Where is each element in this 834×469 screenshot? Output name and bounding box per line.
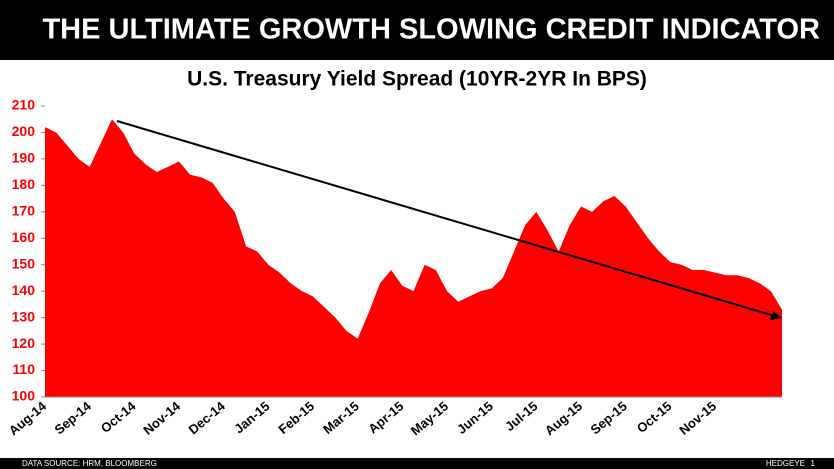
x-tick-label: May-15 (408, 398, 451, 438)
x-tick-label: Aug-14 (6, 398, 50, 438)
x-tick-label: Oct-14 (98, 398, 139, 436)
trend-arrow (116, 120, 779, 318)
x-tick-label: Apr-15 (365, 398, 406, 436)
x-tick-label: Oct-15 (634, 398, 675, 436)
arrow-head (770, 311, 782, 320)
x-tick-label: Jul-15 (502, 398, 540, 434)
plot: 100 110 120 130 140 150 160 170 180 190 200 210 Aug-… (6, 97, 782, 438)
footer-bar (0, 458, 834, 469)
y-tick-label: 160 (12, 229, 36, 245)
x-tick-label: Dec-14 (185, 398, 228, 437)
y-tick-label: 210 (12, 97, 36, 113)
x-tick-label: Mar-15 (320, 398, 362, 436)
chart-title: U.S. Treasury Yield Spread (10YR-2YR In … (187, 68, 647, 91)
y-tick-label: 120 (12, 335, 36, 351)
y-tick-label: 170 (12, 203, 36, 219)
y-tick-label: 100 (12, 388, 36, 404)
footer-page: 1 (811, 459, 816, 468)
footer-brand: HEDGEYE (766, 459, 805, 468)
y-tick-label: 140 (12, 282, 36, 298)
y-tick-label: 150 (12, 255, 36, 271)
y-tick-label: 110 (12, 361, 35, 377)
x-tick-label: Feb-15 (275, 398, 317, 436)
x-tick-label: Jan-15 (231, 398, 272, 436)
x-tick-label: Aug-15 (542, 398, 585, 438)
x-tick-label: Sep-15 (587, 398, 629, 437)
x-tick-label: Jun-15 (454, 398, 496, 436)
x-tick-label: Nov-15 (676, 398, 719, 437)
x-tick-label: Nov-14 (140, 398, 183, 438)
header-title: THE ULTIMATE GROWTH SLOWING CREDIT INDIC… (42, 14, 820, 46)
y-tick-label: 200 (12, 123, 36, 139)
y-tick-label: 180 (12, 176, 36, 192)
x-tick-label: Sep-14 (51, 398, 94, 437)
header-bar (0, 0, 834, 60)
footer-source: DATA SOURCE: HRM, BLOOMBERG (22, 459, 157, 468)
area (45, 119, 782, 398)
y-tick-label: 130 (12, 308, 36, 324)
y-tick-label: 190 (12, 150, 36, 166)
